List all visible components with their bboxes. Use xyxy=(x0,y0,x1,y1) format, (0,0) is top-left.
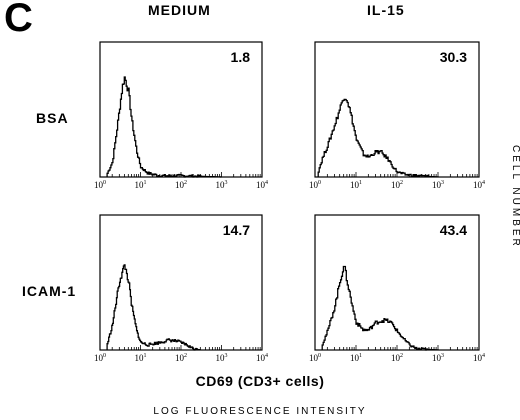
histogram-trace xyxy=(317,98,439,178)
percent-positive-label: 30.3 xyxy=(440,49,467,65)
histogram-panel-icam-1-medium: 100 101 102 103 104 14.7 xyxy=(94,214,268,363)
histogram-trace xyxy=(106,76,222,178)
x-tick-label: 102 xyxy=(391,180,403,190)
x-tick-label: 100 xyxy=(309,180,321,190)
x-tick-label: 102 xyxy=(175,180,187,190)
percent-positive-label: 14.7 xyxy=(223,222,250,238)
footer-label: LOG FLUORESCENCE INTENSITY xyxy=(153,406,367,417)
x-tick-label: 100 xyxy=(94,180,106,190)
row-header-icam1: ICAM-1 xyxy=(22,283,77,299)
x-tick-label: 103 xyxy=(432,353,444,363)
x-tick-label: 102 xyxy=(175,353,187,363)
x-tick-label: 104 xyxy=(473,353,485,363)
x-tick-label: 100 xyxy=(94,353,106,363)
x-tick-label: 101 xyxy=(350,353,362,363)
y-axis-label: CELL NUMBER xyxy=(510,145,520,249)
column-header-medium: MEDIUM xyxy=(148,2,211,18)
x-tick-label: 104 xyxy=(473,180,485,190)
column-header-il15: IL-15 xyxy=(367,2,405,18)
histogram-panel-bsa-il-15: 100 101 102 103 104 30.3 xyxy=(309,41,485,190)
row-header-bsa: BSA xyxy=(36,110,69,126)
x-tick-label: 103 xyxy=(216,180,228,190)
x-tick-label: 103 xyxy=(216,353,228,363)
histogram-trace xyxy=(321,265,439,351)
x-tick-label: 103 xyxy=(432,180,444,190)
x-tick-label: 101 xyxy=(350,180,362,190)
x-tick-label: 101 xyxy=(135,353,147,363)
percent-positive-label: 1.8 xyxy=(231,49,251,65)
histogram-trace xyxy=(106,264,201,351)
x-tick-label: 101 xyxy=(135,180,147,190)
x-tick-label: 104 xyxy=(256,180,268,190)
percent-positive-label: 43.4 xyxy=(440,222,467,238)
x-tick-label: 104 xyxy=(256,353,268,363)
x-tick-label: 100 xyxy=(309,353,321,363)
panel-letter: C xyxy=(4,0,33,40)
histogram-panel-icam-1-il-15: 100 101 102 103 104 43.4 xyxy=(309,214,485,363)
x-tick-label: 102 xyxy=(391,353,403,363)
x-axis-label: CD69 (CD3+ cells) xyxy=(195,373,325,389)
histogram-panel-bsa-medium: 100 101 102 103 104 1.8 xyxy=(94,41,268,190)
